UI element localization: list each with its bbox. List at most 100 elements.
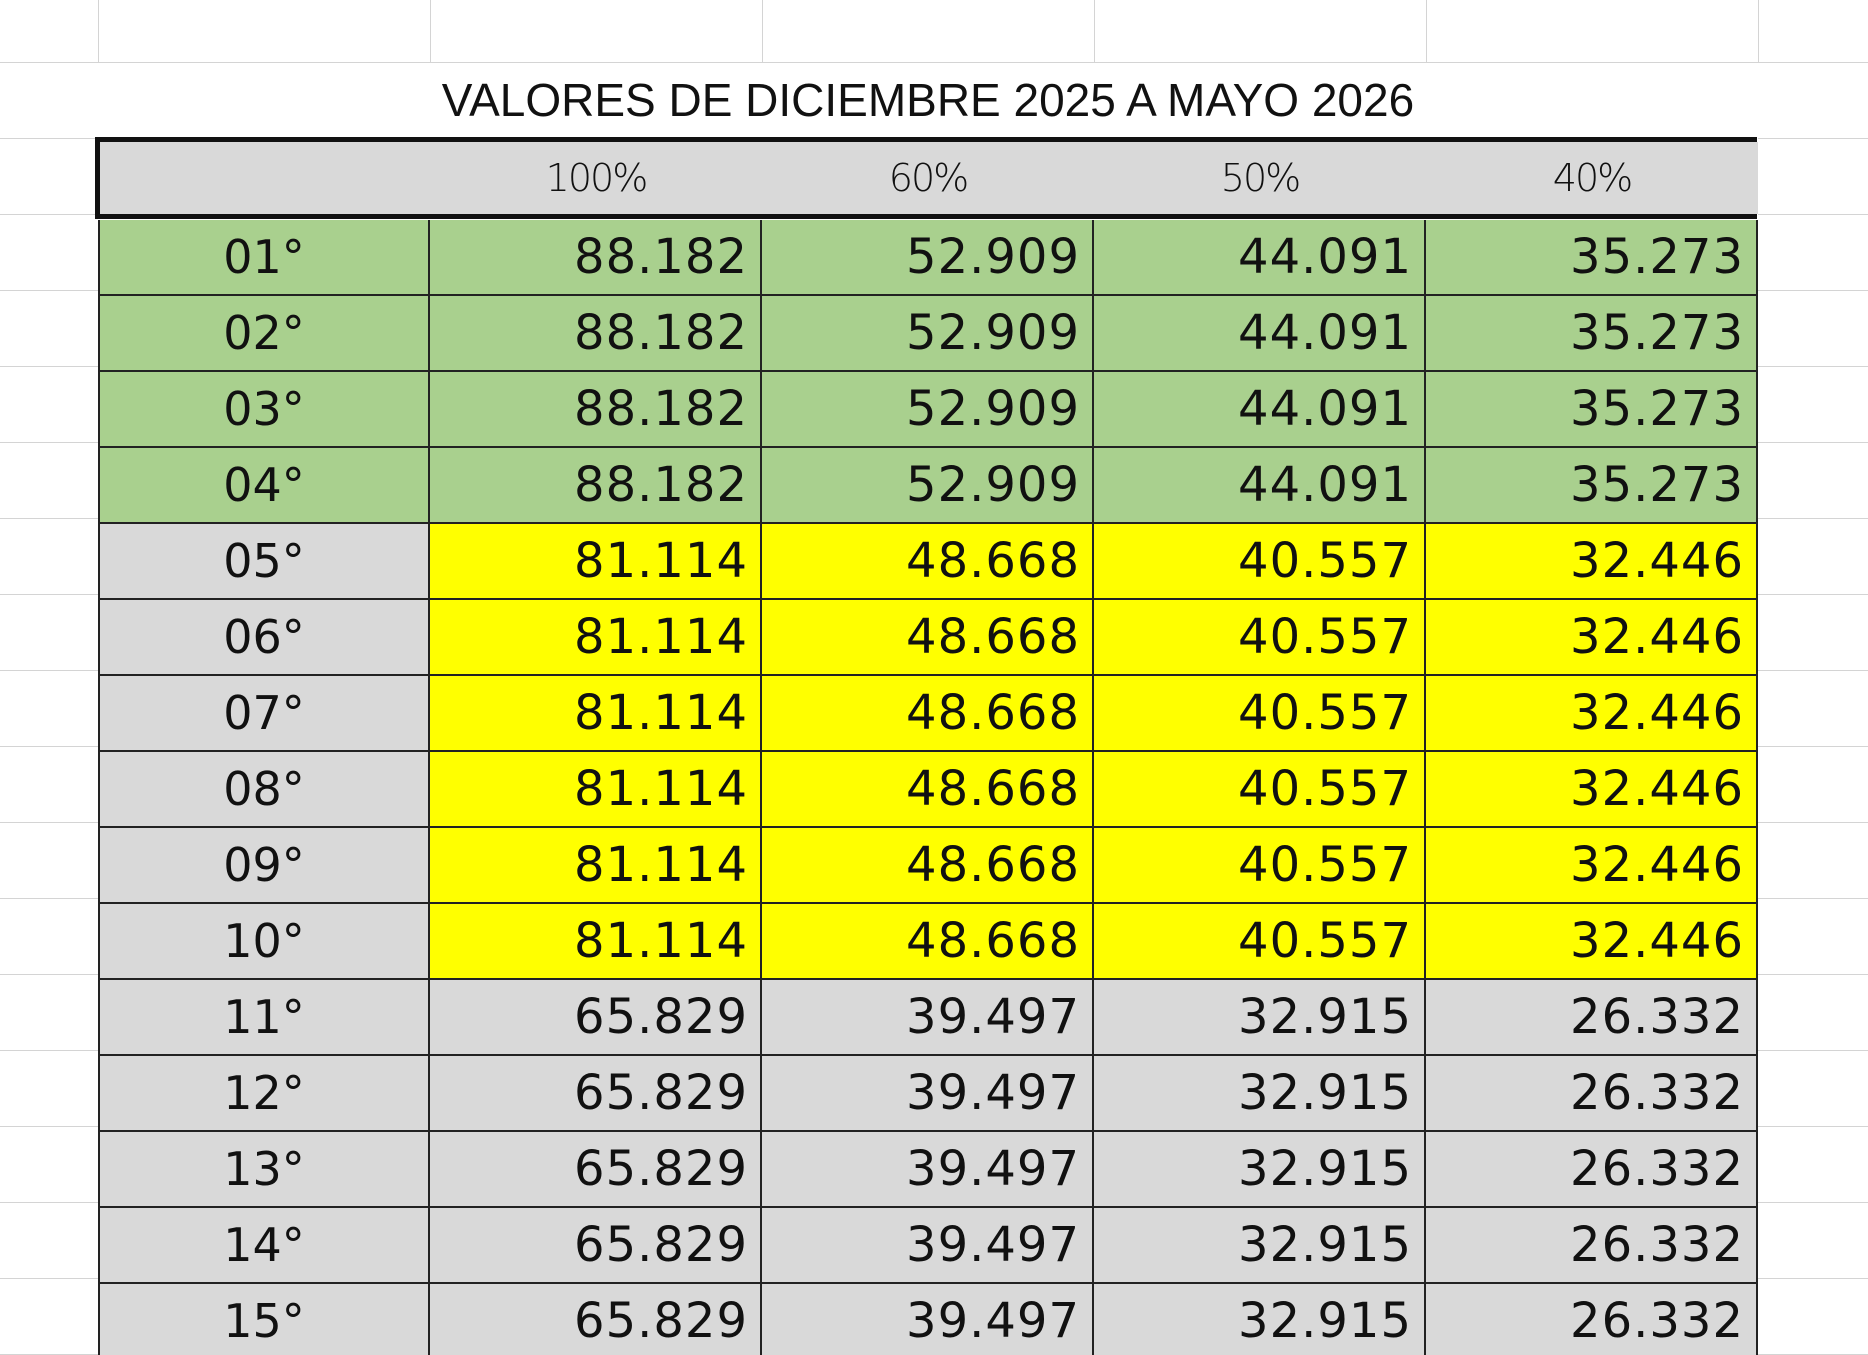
value-cell: 26.332 — [1426, 1208, 1758, 1284]
grid-line — [0, 746, 98, 747]
row-label: 05° — [98, 524, 430, 600]
value-cell: 32.446 — [1426, 828, 1758, 904]
column-header: 40% — [1426, 142, 1758, 214]
grid-line — [1758, 518, 1868, 519]
value-cell: 88.182 — [430, 372, 762, 448]
value-cell: 32.915 — [1094, 1208, 1426, 1284]
value-cell: 35.273 — [1426, 372, 1758, 448]
value-cell: 40.557 — [1094, 524, 1426, 600]
grid-line — [1758, 822, 1868, 823]
value-cell: 48.668 — [762, 904, 1094, 980]
value-cell: 65.829 — [430, 980, 762, 1056]
value-cell: 48.668 — [762, 752, 1094, 828]
grid-line — [0, 1050, 98, 1051]
grid-line — [1758, 1050, 1868, 1051]
value-cell: 32.915 — [1094, 1284, 1426, 1355]
value-cell: 88.182 — [430, 296, 762, 372]
value-cell: 32.446 — [1426, 752, 1758, 828]
value-cell: 48.668 — [762, 828, 1094, 904]
grid-line — [1758, 138, 1868, 139]
grid-line — [1758, 290, 1868, 291]
row-label: 13° — [98, 1132, 430, 1208]
grid-line — [0, 974, 98, 975]
value-cell: 88.182 — [430, 448, 762, 524]
value-cell: 65.829 — [430, 1132, 762, 1208]
value-cell: 65.829 — [430, 1284, 762, 1355]
grid-line — [430, 0, 431, 62]
row-label: 09° — [98, 828, 430, 904]
grid-line — [1758, 594, 1868, 595]
grid-line — [0, 1126, 98, 1127]
value-cell: 52.909 — [762, 372, 1094, 448]
value-cell: 39.497 — [762, 1132, 1094, 1208]
grid-line — [1426, 0, 1427, 62]
table-title: VALORES DE DICIEMBRE 2025 A MAYO 2026 — [441, 74, 1415, 126]
grid-line — [0, 670, 98, 671]
grid-line — [0, 138, 98, 139]
value-cell: 26.332 — [1426, 980, 1758, 1056]
value-cell: 39.497 — [762, 1056, 1094, 1132]
value-cell: 39.497 — [762, 1284, 1094, 1355]
grid-line — [0, 518, 98, 519]
grid-line — [0, 822, 98, 823]
row-label: 14° — [98, 1208, 430, 1284]
row-label: 10° — [98, 904, 430, 980]
grid-line — [1758, 442, 1868, 443]
row-label: 02° — [98, 296, 430, 372]
row-label: 08° — [98, 752, 430, 828]
grid-line — [1758, 746, 1868, 747]
column-header: 50% — [1094, 142, 1426, 214]
grid-line — [1758, 214, 1868, 215]
value-cell: 26.332 — [1426, 1056, 1758, 1132]
value-cell: 81.114 — [430, 676, 762, 752]
value-cell: 39.497 — [762, 1208, 1094, 1284]
value-cell: 35.273 — [1426, 296, 1758, 372]
value-cell: 65.829 — [430, 1208, 762, 1284]
value-cell: 81.114 — [430, 828, 762, 904]
value-cell: 40.557 — [1094, 904, 1426, 980]
grid-line — [1094, 0, 1095, 62]
grid-line — [1758, 1126, 1868, 1127]
value-cell: 32.446 — [1426, 904, 1758, 980]
grid-line — [0, 1278, 98, 1279]
grid-line — [0, 442, 98, 443]
value-cell: 48.668 — [762, 676, 1094, 752]
value-cell: 44.091 — [1094, 372, 1426, 448]
value-cell: 81.114 — [430, 752, 762, 828]
grid-line — [762, 0, 763, 62]
value-cell: 40.557 — [1094, 676, 1426, 752]
grid-line — [0, 214, 98, 215]
value-cell: 26.332 — [1426, 1284, 1758, 1355]
row-label: 01° — [98, 220, 430, 296]
column-header: 100% — [430, 142, 762, 214]
value-cell: 40.557 — [1094, 828, 1426, 904]
grid-line — [1758, 974, 1868, 975]
grid-line — [0, 366, 98, 367]
value-cell: 65.829 — [430, 1056, 762, 1132]
row-label: 03° — [98, 372, 430, 448]
value-cell: 52.909 — [762, 220, 1094, 296]
value-cell: 32.446 — [1426, 676, 1758, 752]
value-cell: 32.915 — [1094, 980, 1426, 1056]
value-cell: 48.668 — [762, 600, 1094, 676]
grid-line — [0, 1202, 98, 1203]
value-cell: 52.909 — [762, 448, 1094, 524]
value-cell: 40.557 — [1094, 600, 1426, 676]
value-cell: 35.273 — [1426, 220, 1758, 296]
value-cell: 44.091 — [1094, 296, 1426, 372]
row-label: 12° — [98, 1056, 430, 1132]
value-cell: 39.497 — [762, 980, 1094, 1056]
value-cell: 32.915 — [1094, 1056, 1426, 1132]
value-cell: 44.091 — [1094, 448, 1426, 524]
row-label: 07° — [98, 676, 430, 752]
grid-line — [0, 898, 98, 899]
row-label: 15° — [98, 1284, 430, 1355]
value-cell: 81.114 — [430, 904, 762, 980]
value-cell: 35.273 — [1426, 448, 1758, 524]
value-cell: 32.446 — [1426, 600, 1758, 676]
value-cell: 32.915 — [1094, 1132, 1426, 1208]
row-label: 04° — [98, 448, 430, 524]
value-cell: 26.332 — [1426, 1132, 1758, 1208]
value-cell: 32.446 — [1426, 524, 1758, 600]
